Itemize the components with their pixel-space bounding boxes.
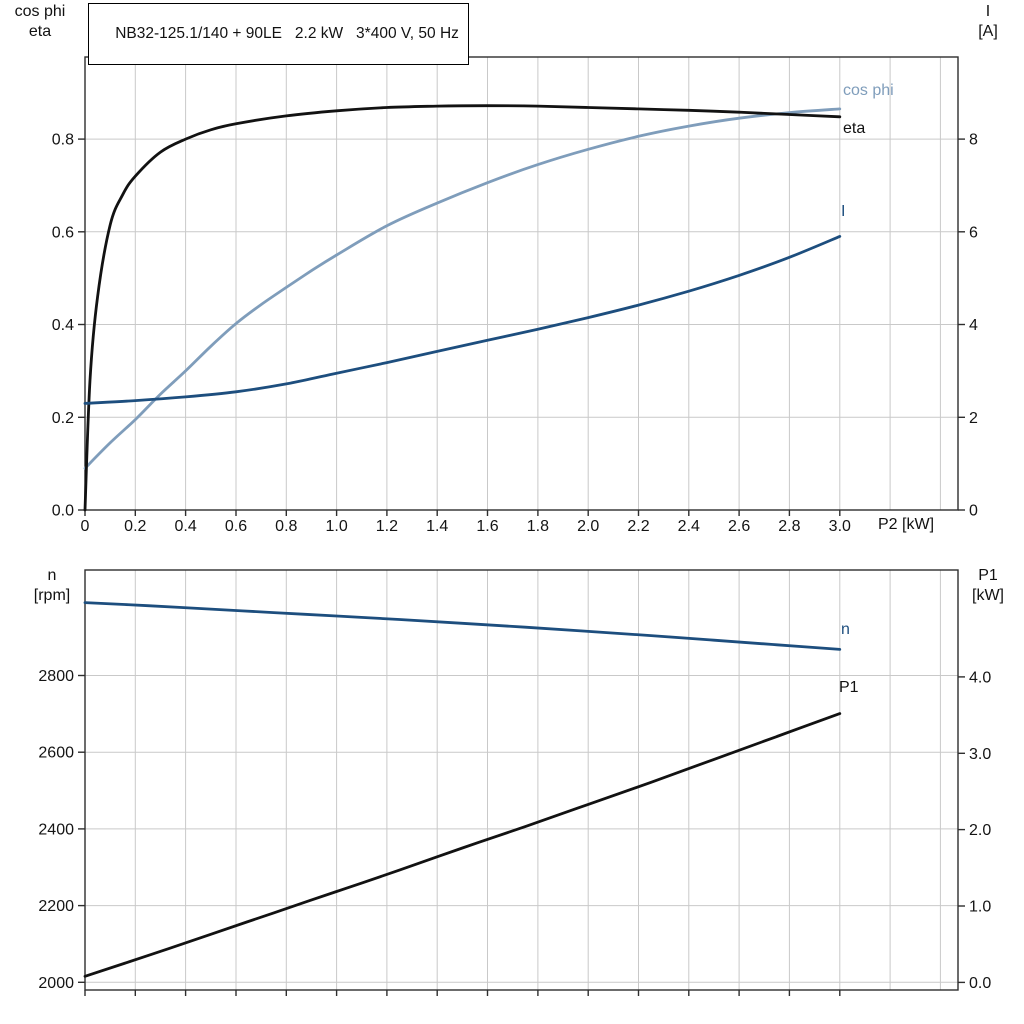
x-axis-label: P2 [kW]: [878, 516, 935, 533]
x-tick-label: 1.2: [376, 518, 398, 535]
curve-label-speed: n: [841, 621, 850, 638]
right-tick-label: 1.0: [969, 899, 991, 916]
curve-eta: [83, 104, 842, 512]
x-tick-label: 0: [81, 518, 90, 535]
left-tick-label: 0.2: [52, 410, 74, 427]
top-right-axis-title-line1: I: [985, 3, 991, 20]
x-tick-label: 1.6: [476, 518, 498, 535]
right-tick-label: 4.0: [969, 669, 991, 686]
x-tick-label: 2.8: [778, 518, 800, 535]
right-tick-label: 2: [969, 410, 978, 427]
top-right-axis-title: I [A]: [962, 2, 1014, 42]
chart-title-box: NB32-125.1/140 + 90LE 2.2 kW 3*400 V, 50…: [88, 3, 469, 65]
plot-border: [84, 56, 959, 511]
curve-label-current: I: [841, 203, 846, 220]
x-tick-label: 2.0: [577, 518, 599, 535]
left-tick-label: 2400: [38, 821, 74, 838]
x-tick-label: 0.6: [225, 518, 247, 535]
plot-border: [84, 569, 959, 991]
curve-label-eta: eta: [843, 120, 866, 137]
top-left-axis-title-line1: cos phi: [14, 3, 66, 20]
bottom-left-axis-title: n [rpm]: [14, 566, 90, 606]
x-tick-label: 0.2: [124, 518, 146, 535]
x-tick-label: 2.6: [728, 518, 750, 535]
left-tick-label: 0.0: [52, 503, 74, 520]
left-tick-label: 2600: [38, 745, 74, 762]
x-tick-label: 2.4: [678, 518, 700, 535]
top-left-axis-title: cos phi eta: [4, 2, 76, 42]
x-tick-label: 1.8: [527, 518, 549, 535]
bottom-left-axis-title-line2: [rpm]: [33, 587, 71, 604]
left-tick-label: 0.6: [52, 224, 74, 241]
bottom-right-axis-title-line1: P1: [978, 567, 998, 584]
bottom-right-axis-title-line2: [kW]: [972, 587, 1004, 604]
top-left-axis-title-line2: eta: [28, 23, 52, 40]
x-tick-label: 3.0: [829, 518, 851, 535]
left-tick-label: 0.4: [52, 317, 74, 334]
top-right-axis-title-line2: [A]: [978, 23, 998, 40]
x-tick-label: 1.0: [325, 518, 347, 535]
curve-cos-phi: [83, 107, 842, 470]
right-tick-label: 6: [969, 224, 978, 241]
right-tick-label: 0: [969, 503, 978, 520]
curve-i: [83, 235, 842, 405]
right-tick-label: 0.0: [969, 975, 991, 992]
chart-title: NB32-125.1/140 + 90LE 2.2 kW 3*400 V, 50…: [115, 25, 459, 42]
bottom-left-axis-title-line1: n: [47, 567, 57, 584]
curve-p1: [83, 712, 842, 978]
right-tick-label: 3.0: [969, 746, 991, 763]
left-tick-label: 0.8: [52, 132, 74, 149]
x-tick-label: 2.2: [627, 518, 649, 535]
right-tick-label: 8: [969, 132, 978, 149]
left-tick-label: 2000: [38, 975, 74, 992]
x-tick-label: 0.4: [174, 518, 196, 535]
right-tick-label: 4: [969, 317, 978, 334]
curve-label-input-power: P1: [839, 679, 859, 696]
left-tick-label: 2200: [38, 898, 74, 915]
curve-label-cos-phi: cos phi: [843, 82, 894, 99]
curve-n: [83, 601, 842, 651]
x-tick-label: 1.4: [426, 518, 448, 535]
bottom-right-axis-title: P1 [kW]: [960, 566, 1016, 606]
x-tick-label: 0.8: [275, 518, 297, 535]
right-tick-label: 2.0: [969, 822, 991, 839]
left-tick-label: 2800: [38, 668, 74, 685]
